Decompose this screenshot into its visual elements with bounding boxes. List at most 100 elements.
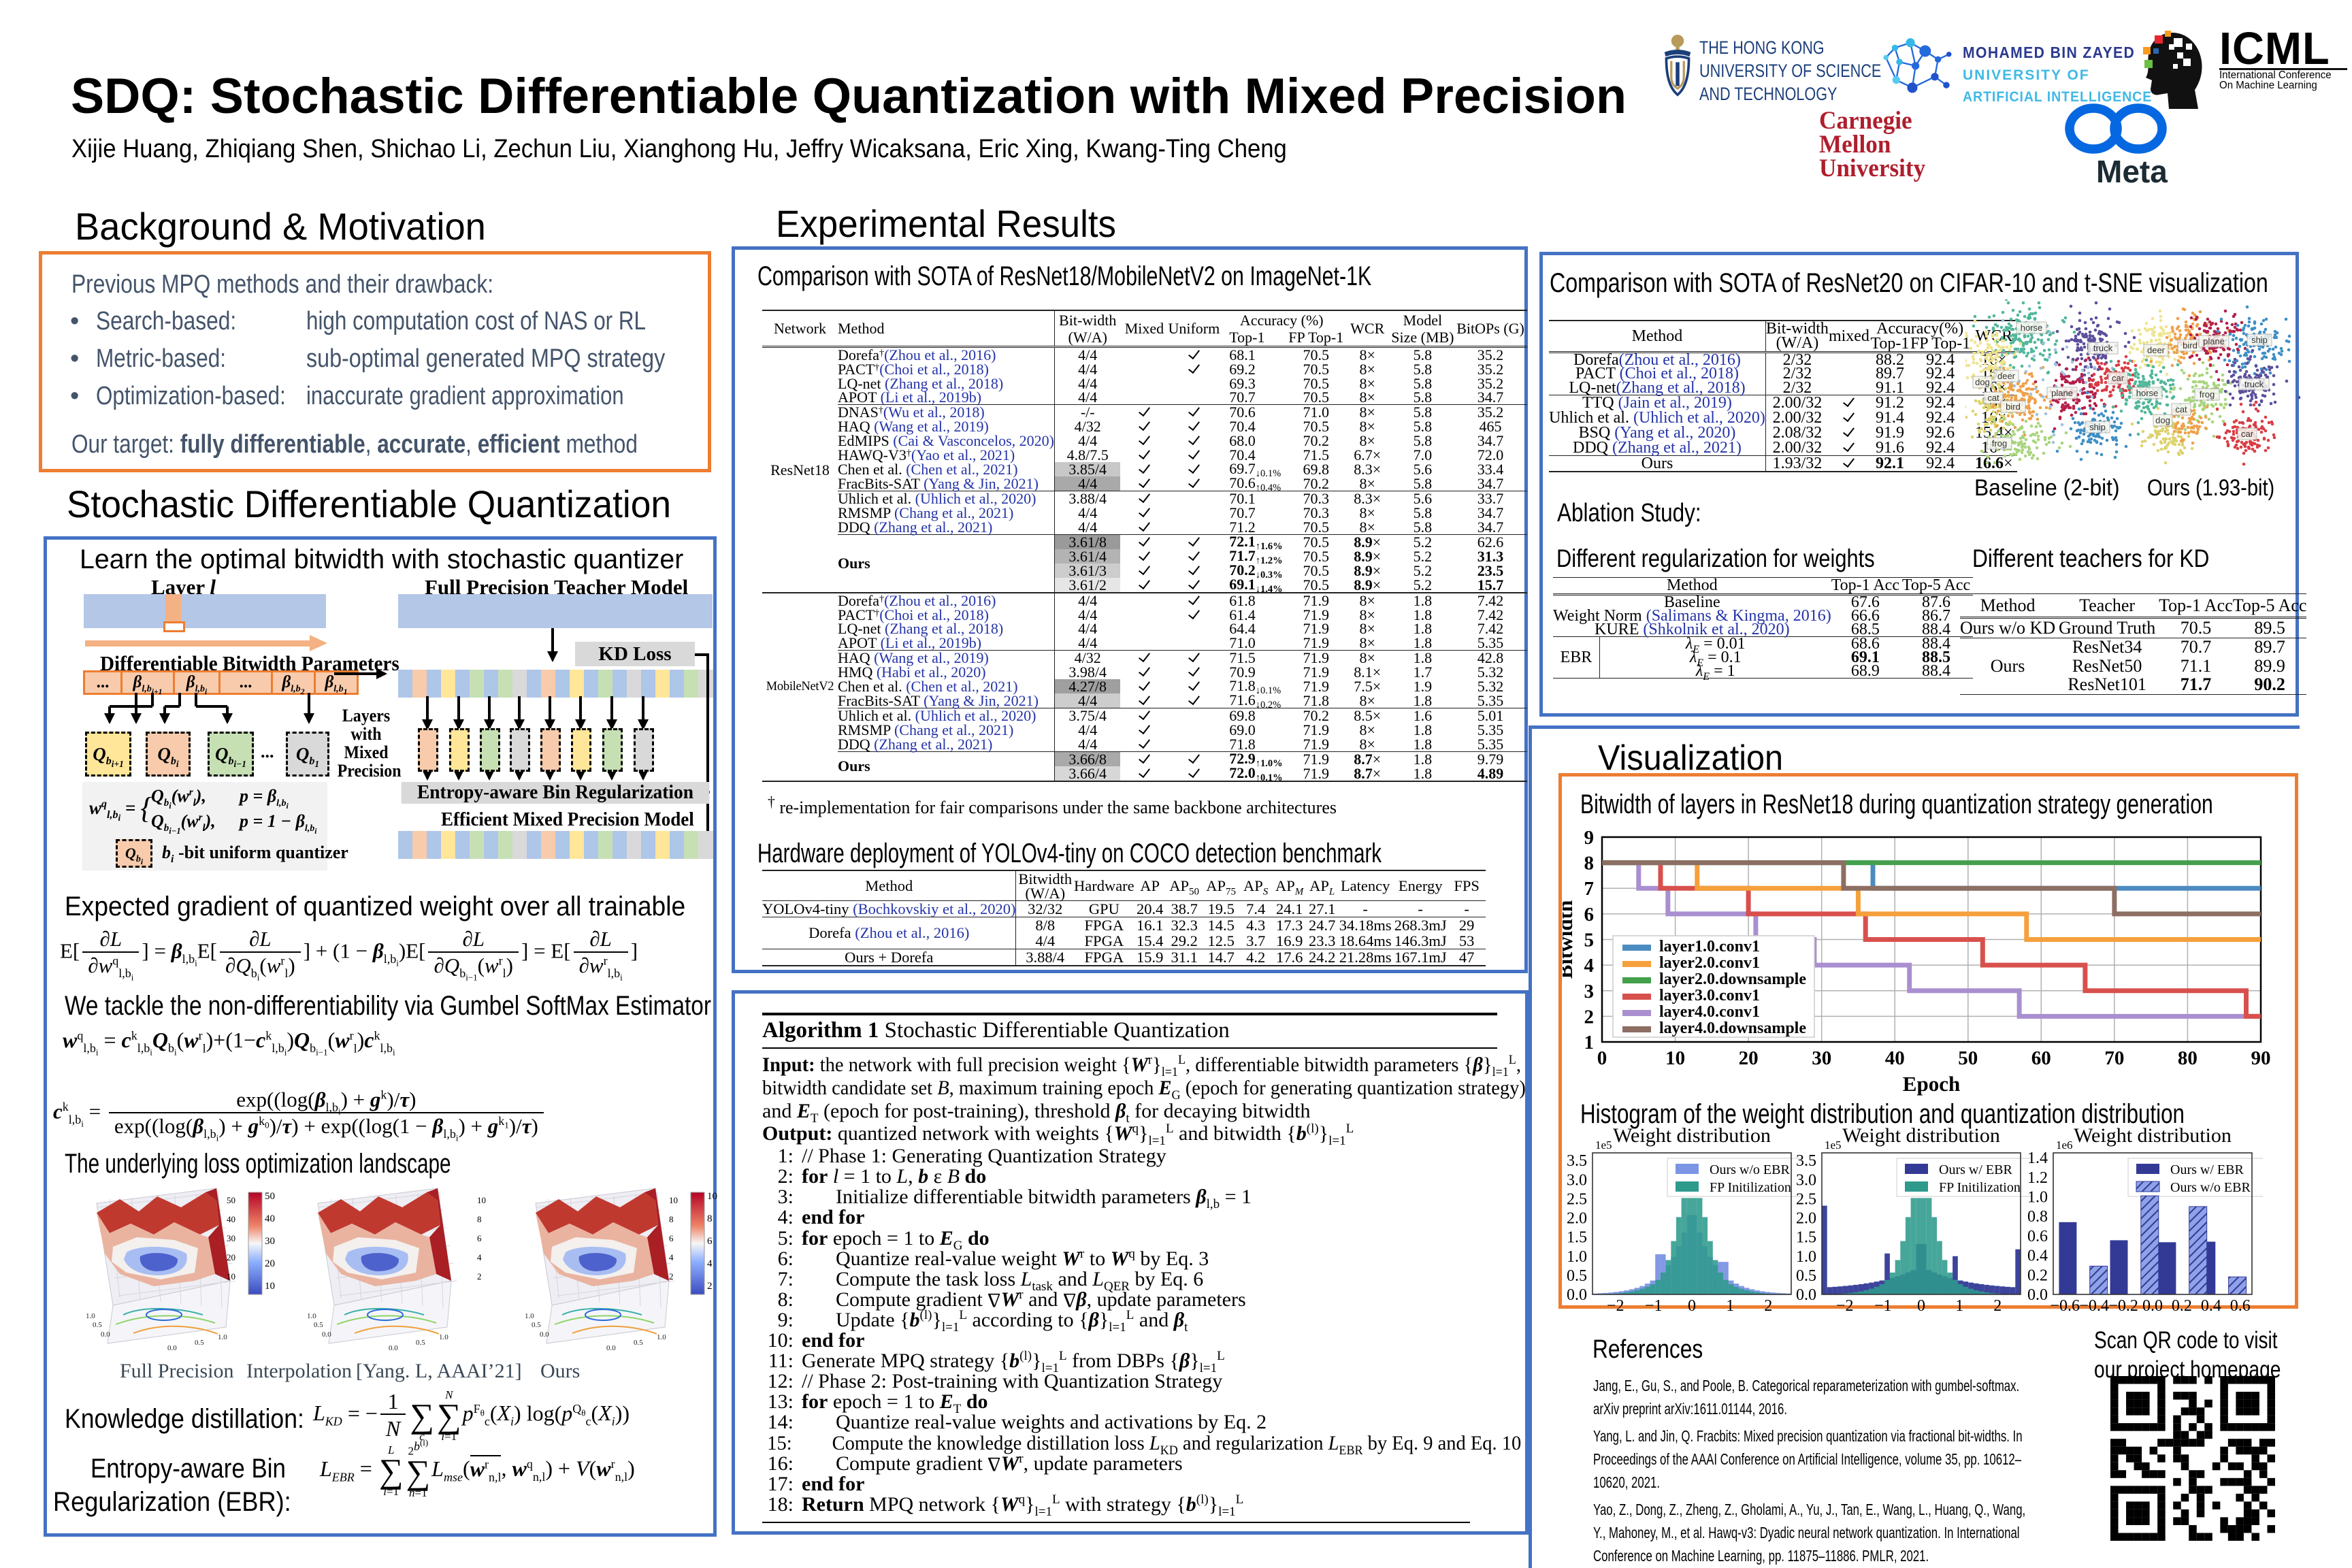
svg-text:ship: ship [2089, 422, 2106, 432]
svg-text:2.0: 2.0 [1796, 1210, 1816, 1228]
svg-text:layer3.0.conv1: layer3.0.conv1 [1659, 987, 1760, 1004]
svg-text:0.5: 0.5 [1567, 1267, 1587, 1285]
svg-text:30: 30 [1812, 1047, 1831, 1069]
svg-text:3.0: 3.0 [1567, 1171, 1587, 1189]
svg-text:1e5: 1e5 [1595, 1139, 1612, 1152]
svg-text:1.0: 1.0 [657, 1333, 666, 1341]
svg-text:1.5: 1.5 [1567, 1229, 1587, 1247]
svg-text:90: 90 [2251, 1047, 2271, 1069]
svg-text:1.0: 1.0 [1796, 1248, 1816, 1266]
svg-text:Ours w/ EBR: Ours w/ EBR [2170, 1162, 2244, 1177]
svg-text:2: 2 [1993, 1297, 2002, 1315]
svg-text:2.5: 2.5 [1796, 1191, 1816, 1209]
svg-text:0.0: 0.0 [167, 1344, 177, 1352]
svg-text:0.5: 0.5 [532, 1321, 541, 1329]
svg-text:Ours w/ EBR: Ours w/ EBR [1939, 1162, 2012, 1177]
svg-text:10: 10 [477, 1195, 486, 1205]
svg-text:0.5: 0.5 [1796, 1267, 1816, 1285]
svg-text:4: 4 [669, 1252, 674, 1262]
svg-text:1e5: 1e5 [1825, 1139, 1842, 1152]
svg-text:30: 30 [227, 1233, 235, 1243]
svg-text:0.8: 0.8 [2027, 1208, 2048, 1226]
svg-text:deer: deer [1997, 371, 2016, 381]
svg-text:truck: truck [2244, 379, 2264, 389]
svg-text:−2: −2 [1607, 1297, 1624, 1315]
svg-text:0.5: 0.5 [195, 1339, 204, 1347]
svg-text:30: 30 [265, 1236, 275, 1247]
svg-text:layer2.0.conv1: layer2.0.conv1 [1659, 954, 1760, 972]
svg-text:10: 10 [669, 1195, 678, 1205]
svg-text:1.5: 1.5 [1796, 1229, 1816, 1247]
svg-text:plane: plane [2203, 336, 2225, 346]
svg-text:0.6: 0.6 [2027, 1228, 2048, 1245]
svg-text:50: 50 [265, 1191, 275, 1202]
svg-text:0.0: 0.0 [389, 1344, 398, 1352]
svg-text:0.0: 0.0 [2027, 1286, 2048, 1304]
svg-text:Epoch: Epoch [1903, 1072, 1960, 1096]
svg-text:0.4: 0.4 [2027, 1247, 2048, 1265]
svg-text:0.4: 0.4 [2201, 1297, 2221, 1315]
svg-text:1.0: 1.0 [1567, 1248, 1587, 1266]
svg-text:dog: dog [1975, 377, 1990, 387]
svg-text:0: 0 [1597, 1047, 1607, 1069]
svg-text:layer4.0.conv1: layer4.0.conv1 [1659, 1003, 1760, 1021]
svg-text:layer2.0.downsample: layer2.0.downsample [1659, 970, 1806, 988]
svg-text:bird: bird [2183, 340, 2198, 350]
svg-text:1: 1 [1726, 1297, 1734, 1315]
svg-text:0.0: 0.0 [540, 1330, 549, 1339]
svg-text:3.5: 3.5 [1567, 1152, 1587, 1170]
svg-text:horse: horse [2021, 323, 2043, 333]
svg-text:8: 8 [1584, 853, 1595, 875]
svg-text:−0.6: −0.6 [2050, 1297, 2080, 1315]
svg-text:2.0: 2.0 [1567, 1210, 1587, 1228]
svg-text:6: 6 [477, 1233, 482, 1243]
svg-text:cat: cat [1987, 393, 1999, 403]
svg-text:0: 0 [1917, 1297, 1925, 1315]
svg-text:0: 0 [1688, 1297, 1696, 1315]
svg-text:car: car [2241, 429, 2254, 439]
svg-text:0.0: 0.0 [322, 1330, 331, 1339]
svg-text:0.0: 0.0 [2142, 1297, 2163, 1315]
svg-text:Ours w/o EBR: Ours w/o EBR [1710, 1162, 1790, 1177]
svg-text:7: 7 [1584, 878, 1595, 900]
svg-text:0.5: 0.5 [314, 1321, 323, 1329]
svg-text:0.5: 0.5 [93, 1321, 102, 1329]
svg-text:−0.4: −0.4 [2079, 1297, 2109, 1315]
svg-text:50: 50 [1958, 1047, 1978, 1069]
svg-text:layer1.0.conv1: layer1.0.conv1 [1659, 938, 1760, 956]
svg-text:Ours w/o EBR: Ours w/o EBR [2170, 1180, 2251, 1195]
svg-text:0.6: 0.6 [2230, 1297, 2251, 1315]
svg-text:8: 8 [477, 1214, 482, 1224]
svg-text:layer4.0.downsample: layer4.0.downsample [1659, 1019, 1806, 1037]
svg-text:3.0: 3.0 [1796, 1171, 1816, 1189]
svg-text:3.5: 3.5 [1796, 1152, 1816, 1170]
svg-text:horse: horse [2136, 388, 2159, 398]
svg-text:Weight distribution: Weight distribution [1842, 1124, 2000, 1147]
svg-text:1.4: 1.4 [2027, 1149, 2048, 1167]
svg-text:0.2: 0.2 [2172, 1297, 2192, 1315]
svg-text:ship: ship [2251, 335, 2268, 345]
svg-text:0.0: 0.0 [1567, 1286, 1587, 1304]
svg-text:1.0: 1.0 [86, 1312, 95, 1320]
svg-text:1.0: 1.0 [2027, 1189, 2048, 1207]
svg-text:20: 20 [1739, 1047, 1759, 1069]
svg-text:1.0: 1.0 [439, 1333, 448, 1341]
svg-text:10: 10 [227, 1271, 235, 1281]
svg-text:cat: cat [2175, 404, 2187, 414]
svg-text:0.0: 0.0 [1796, 1286, 1816, 1304]
svg-text:10: 10 [1665, 1047, 1685, 1069]
svg-text:1: 1 [1955, 1297, 1963, 1315]
svg-text:2: 2 [1584, 1006, 1595, 1028]
svg-text:8: 8 [669, 1214, 674, 1224]
svg-text:2.5: 2.5 [1567, 1191, 1587, 1209]
svg-text:Bitwidth: Bitwidth [1563, 900, 1577, 979]
svg-text:bird: bird [2006, 402, 2021, 412]
svg-text:−1: −1 [1645, 1297, 1663, 1315]
svg-text:40: 40 [265, 1213, 275, 1224]
svg-text:frog: frog [2200, 389, 2215, 399]
svg-text:1e6: 1e6 [2056, 1139, 2073, 1152]
svg-text:5: 5 [1584, 930, 1595, 951]
svg-text:deer: deer [2147, 345, 2166, 355]
svg-text:2: 2 [707, 1281, 713, 1292]
svg-text:0.2: 0.2 [2027, 1267, 2048, 1284]
